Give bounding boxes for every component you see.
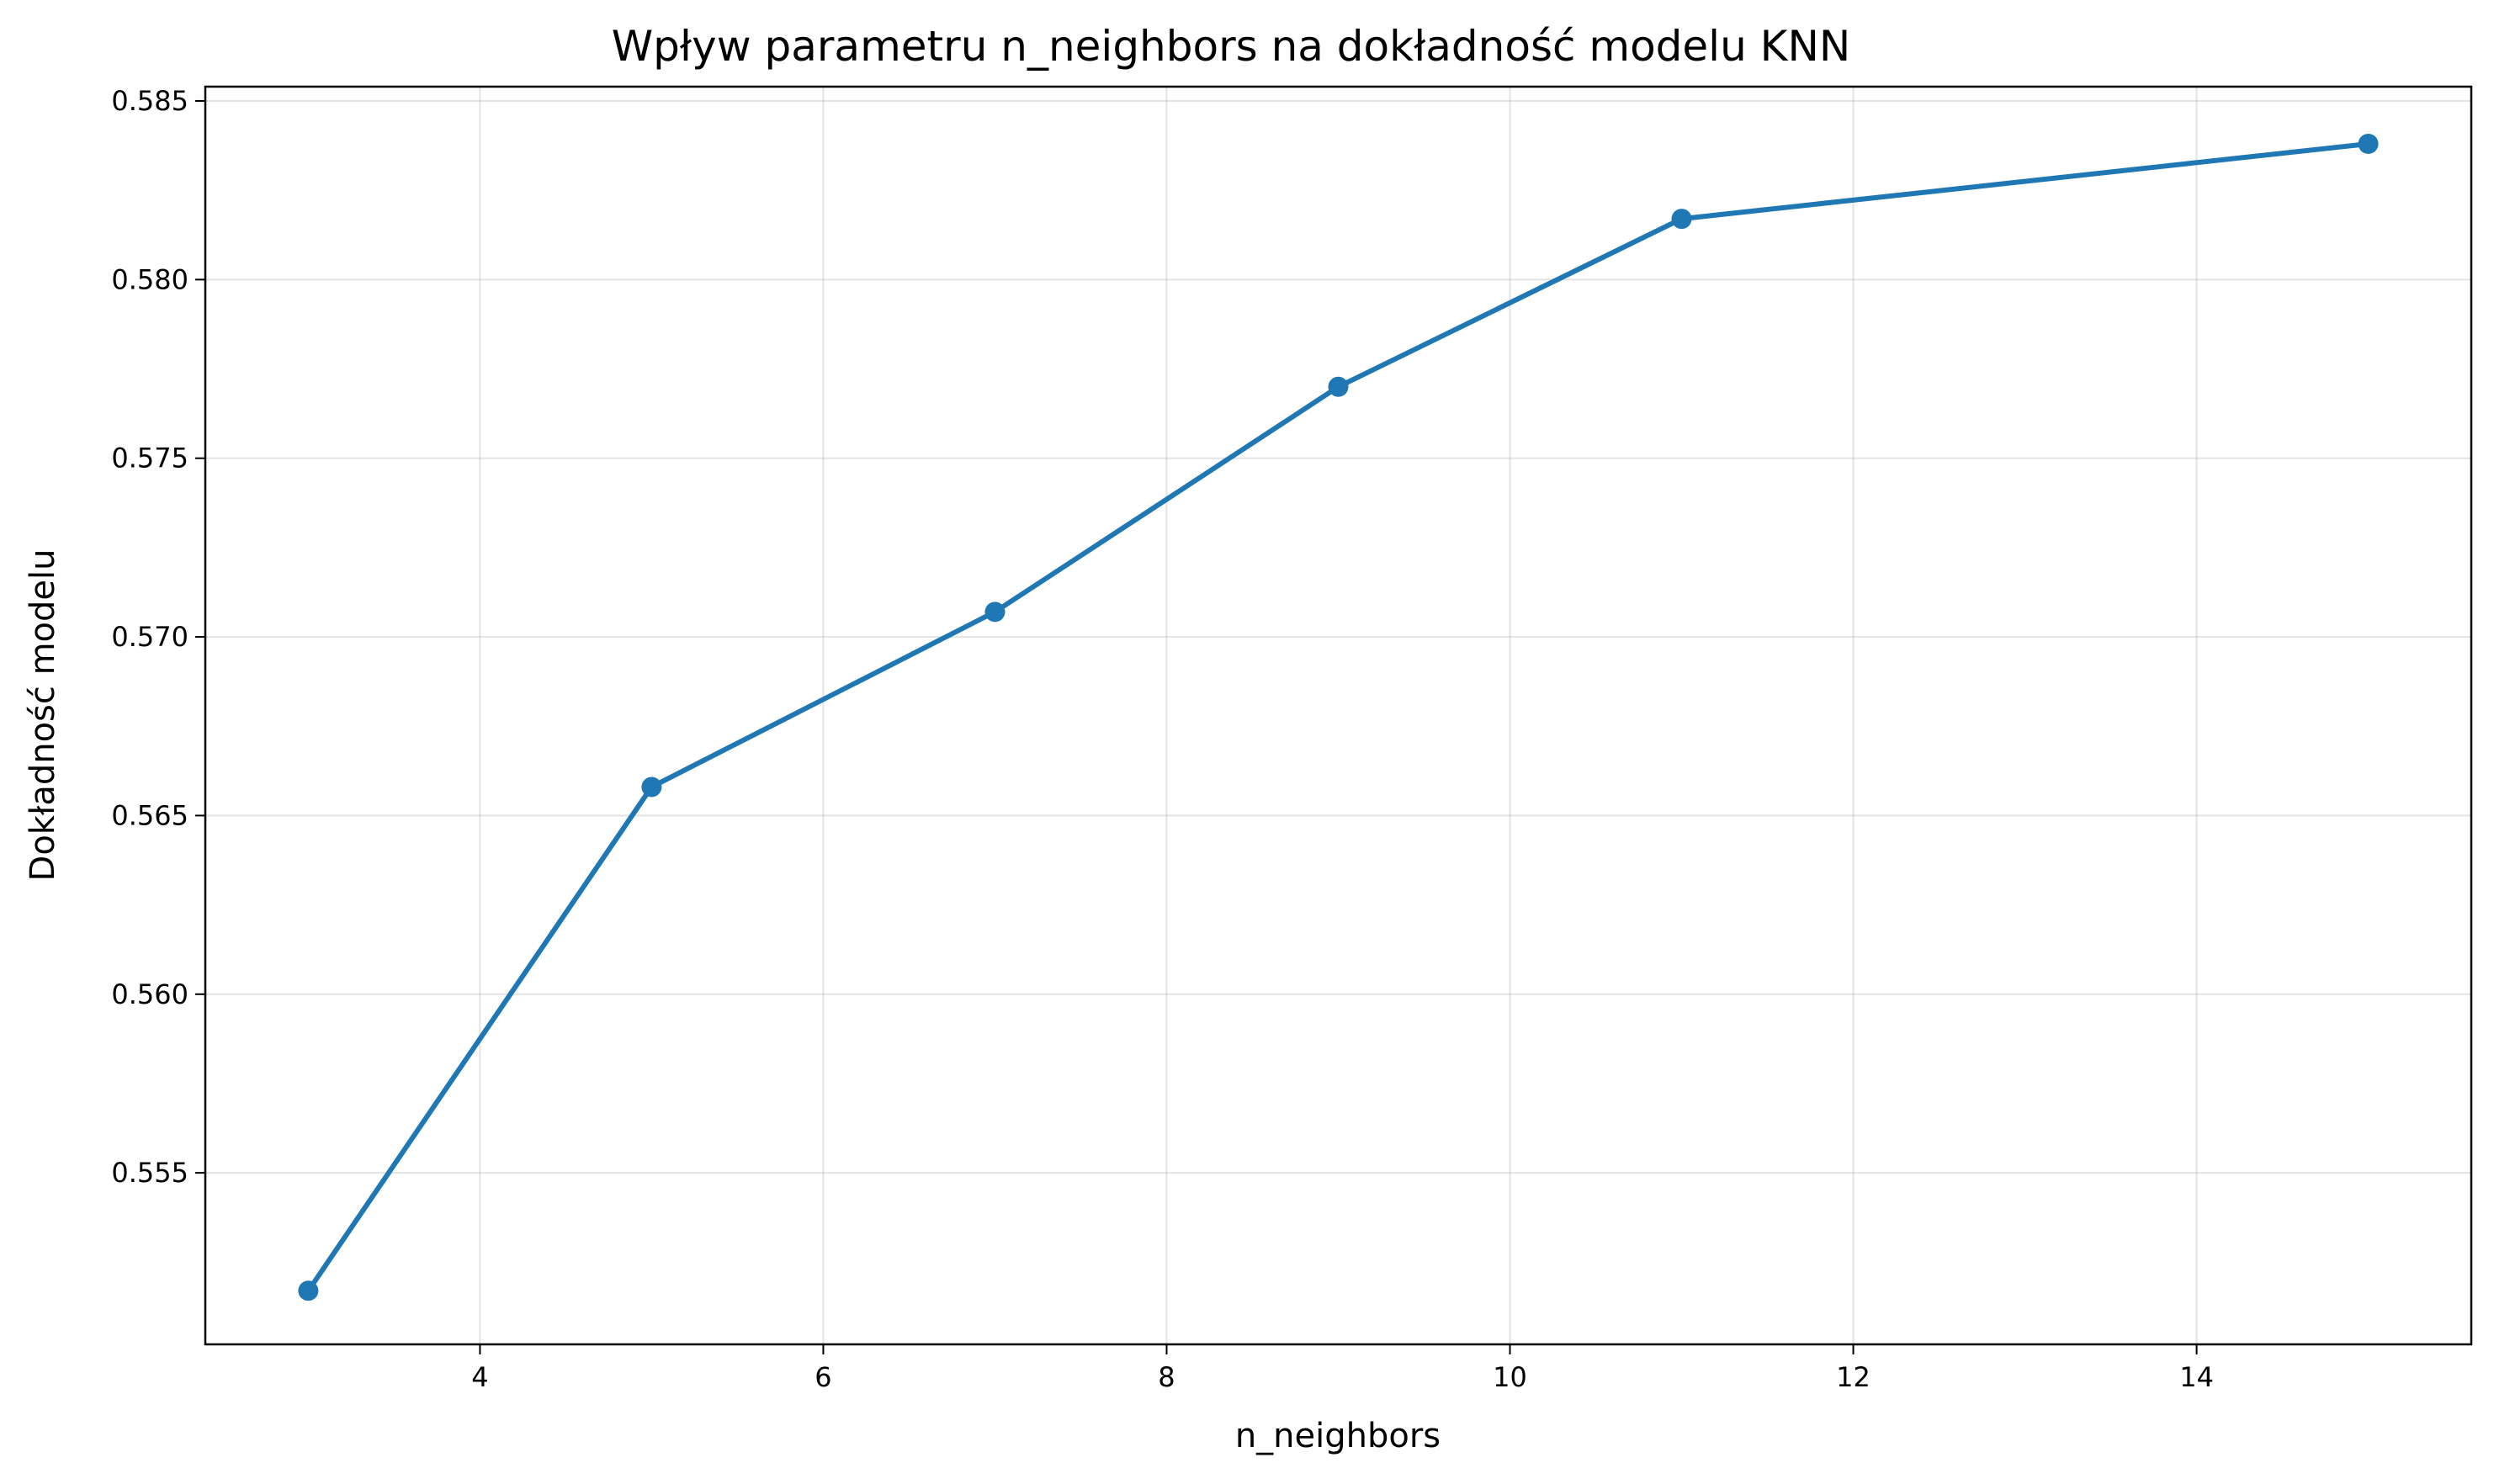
y-tick-label: 0.580: [111, 263, 188, 295]
x-tick-label: 12: [1836, 1361, 1870, 1393]
data-point: [2358, 133, 2379, 154]
x-tick-label: 4: [471, 1361, 488, 1393]
grid: [205, 87, 2471, 1344]
series-layer: [298, 133, 2379, 1301]
x-axis-label: n_neighbors: [1235, 1417, 1441, 1455]
data-point: [298, 1280, 319, 1301]
series-line: [305, 141, 2371, 1294]
x-axis: 4 6 8 10 12 14: [471, 1344, 2214, 1393]
x-tick-label: 6: [815, 1361, 831, 1393]
data-point: [984, 602, 1006, 623]
x-tick-label: 8: [1158, 1361, 1175, 1393]
x-tick-label: 14: [2179, 1361, 2214, 1393]
x-tick-label: 10: [1493, 1361, 1527, 1393]
y-axis: 0.555 0.560 0.565 0.570 0.575 0.580 0.585: [111, 85, 205, 1189]
y-tick-label: 0.565: [111, 799, 188, 831]
data-point: [1671, 209, 1692, 230]
y-tick-label: 0.585: [111, 85, 188, 117]
y-tick-label: 0.575: [111, 443, 188, 474]
y-tick-label: 0.570: [111, 621, 188, 653]
data-point: [1328, 376, 1349, 397]
chart-title: Wpływ parametru n_neighbors na dokładnoś…: [612, 22, 1851, 71]
y-tick-label: 0.555: [111, 1157, 188, 1189]
y-tick-label: 0.560: [111, 978, 188, 1010]
data-point: [641, 776, 662, 798]
plot-frame: [204, 85, 2473, 1346]
y-axis-label: Dokładność modelu: [24, 549, 62, 882]
